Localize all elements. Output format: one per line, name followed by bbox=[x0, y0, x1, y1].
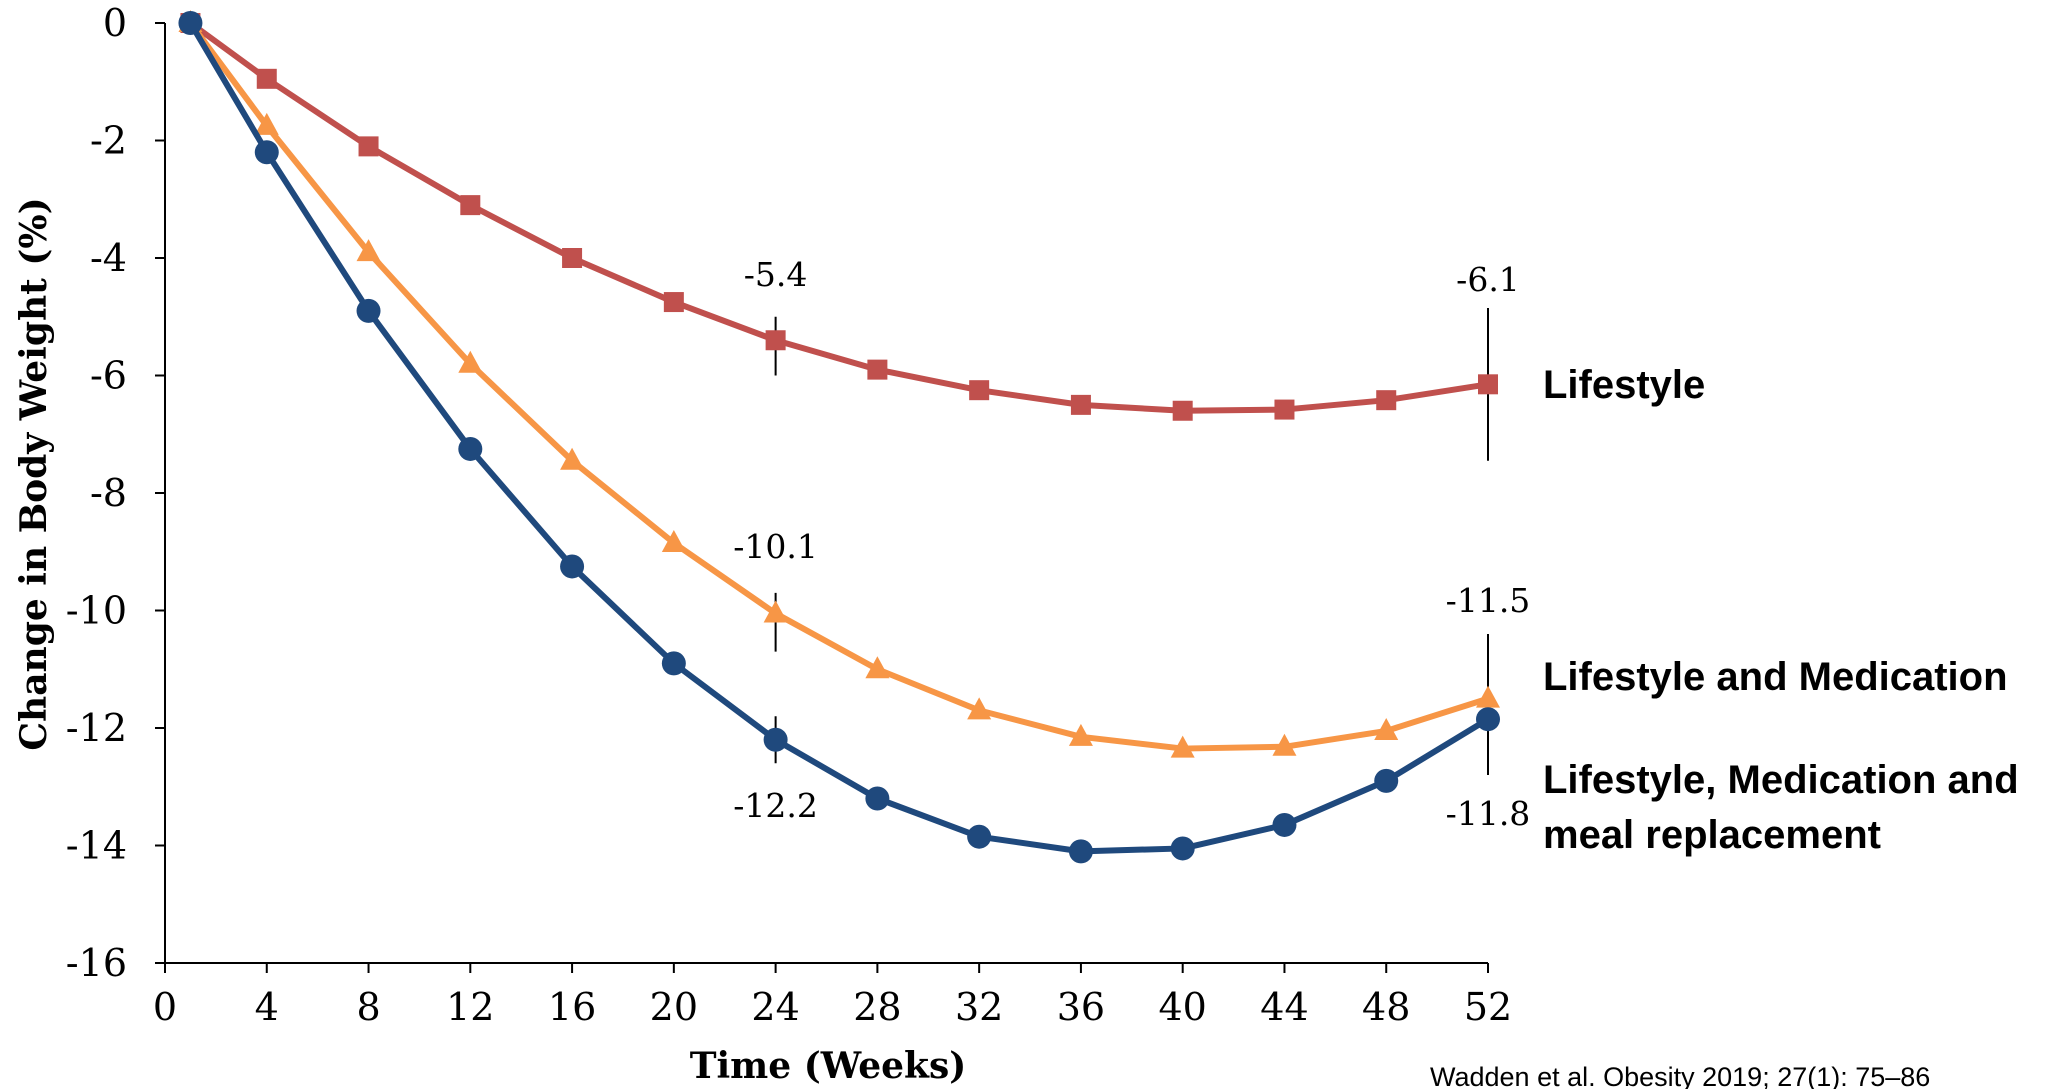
data-point-triangle bbox=[763, 600, 788, 623]
data-point-square bbox=[1070, 394, 1091, 415]
data-point-circle bbox=[1272, 812, 1297, 837]
y-tick-label: -8 bbox=[90, 471, 127, 515]
data-point-square bbox=[765, 330, 786, 351]
data-point-circle bbox=[178, 11, 203, 35]
data-point-square bbox=[867, 359, 888, 380]
x-tick-label: 16 bbox=[548, 985, 596, 1029]
x-tick-label: 12 bbox=[446, 985, 494, 1029]
x-tick-label: 44 bbox=[1260, 985, 1308, 1029]
axes: 0-2-4-6-8-10-12-14-160 4 8 12 16 20 24 28 32 36 40… bbox=[66, 1, 1512, 1029]
inline-legend: Lifestyle Lifestyle and Medication Lifesty… bbox=[1543, 363, 2019, 857]
x-tick-label: 28 bbox=[853, 985, 901, 1029]
x-tick-label: 36 bbox=[1057, 985, 1105, 1029]
data-label: -5.4 bbox=[744, 255, 808, 294]
data-point-triangle bbox=[560, 447, 585, 470]
y-tick-label: -16 bbox=[66, 941, 127, 985]
data-point-circle bbox=[763, 727, 788, 752]
citation-text: Wadden et al. Obesity 2019; 27(1): 75–86 bbox=[1430, 1062, 1930, 1089]
x-tick-label: 40 bbox=[1159, 985, 1207, 1029]
data-point-square bbox=[969, 380, 990, 401]
data-label: -10.1 bbox=[733, 527, 818, 566]
series-lines bbox=[178, 10, 1500, 864]
data-label: -6.1 bbox=[1456, 260, 1520, 299]
data-point-square bbox=[460, 195, 481, 216]
legend-label: meal replacement bbox=[1543, 813, 1881, 857]
data-point-triangle bbox=[458, 350, 483, 373]
data-labels: -5.4 -6.1 -10.1 -11.5 -12.2 -11.8 bbox=[733, 255, 1530, 833]
x-tick-label: 8 bbox=[356, 985, 380, 1029]
data-point-circle bbox=[1476, 707, 1500, 732]
data-point-triangle bbox=[661, 529, 686, 552]
data-point-square bbox=[1172, 400, 1193, 421]
series-line-3 bbox=[187, 21, 1490, 855]
y-tick-label: -10 bbox=[66, 589, 127, 633]
data-point-square bbox=[256, 68, 277, 89]
y-tick-label: 0 bbox=[103, 1, 127, 45]
y-tick-label: -4 bbox=[90, 236, 127, 280]
series-line-1 bbox=[188, 20, 1489, 414]
x-tick-label: 32 bbox=[955, 985, 1003, 1029]
data-point-triangle bbox=[1068, 723, 1093, 746]
data-point-circle bbox=[1374, 768, 1399, 793]
x-tick-label: 24 bbox=[751, 985, 799, 1029]
x-tick-label: 52 bbox=[1464, 985, 1512, 1029]
x-tick-label: 4 bbox=[255, 985, 279, 1029]
data-point-square bbox=[663, 292, 684, 313]
data-point-square bbox=[1274, 399, 1295, 420]
series-line-2 bbox=[188, 21, 1489, 752]
data-label: -11.5 bbox=[1446, 581, 1531, 620]
data-point-triangle bbox=[865, 656, 890, 679]
data-label: -12.2 bbox=[733, 786, 818, 825]
data-point-circle bbox=[458, 436, 483, 461]
y-tick-label: -6 bbox=[90, 354, 127, 398]
legend-label: Lifestyle and Medication bbox=[1543, 655, 2008, 699]
data-point-triangle bbox=[1374, 717, 1399, 740]
x-axis-title: Time (Weeks) bbox=[690, 1045, 967, 1087]
data-point-triangle bbox=[254, 112, 279, 135]
data-point-triangle bbox=[356, 239, 381, 262]
y-axis-title: Change in Body Weight (%) bbox=[13, 197, 55, 750]
legend-label: Lifestyle, Medication and bbox=[1543, 758, 2019, 802]
data-point-circle bbox=[254, 140, 279, 165]
data-point-square bbox=[1478, 374, 1498, 395]
data-point-square bbox=[358, 136, 379, 157]
data-point-triangle bbox=[1476, 685, 1500, 708]
data-point-triangle bbox=[1170, 735, 1195, 758]
data-point-square bbox=[562, 248, 583, 268]
data-point-triangle bbox=[967, 697, 992, 720]
data-point-circle bbox=[661, 651, 686, 676]
data-label: -11.8 bbox=[1446, 794, 1531, 833]
data-point-circle bbox=[560, 554, 585, 579]
data-point-circle bbox=[1068, 839, 1093, 864]
x-tick-label: 0 bbox=[153, 985, 177, 1029]
y-tick-label: -12 bbox=[66, 706, 127, 750]
data-point-circle bbox=[356, 298, 381, 323]
y-tick-label: -14 bbox=[66, 824, 127, 868]
data-point-circle bbox=[967, 824, 992, 849]
data-point-circle bbox=[1170, 836, 1195, 861]
y-tick-label: -2 bbox=[90, 119, 127, 163]
data-point-square bbox=[1376, 390, 1397, 411]
data-point-triangle bbox=[1272, 733, 1297, 756]
data-point-circle bbox=[865, 786, 890, 811]
x-tick-label: 48 bbox=[1362, 985, 1410, 1029]
x-tick-label: 20 bbox=[650, 985, 698, 1029]
legend-label: Lifestyle bbox=[1543, 363, 1705, 407]
